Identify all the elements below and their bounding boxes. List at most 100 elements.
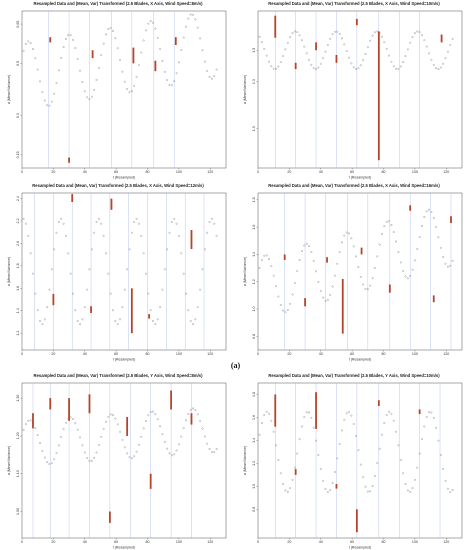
- data-point: [260, 259, 263, 262]
- data-point: [140, 435, 143, 438]
- variance-bar: [68, 157, 70, 163]
- chart-title: Resampled Data and (Mean, Var) Transform…: [33, 1, 203, 6]
- data-point: [177, 61, 180, 64]
- data-point: [170, 84, 173, 87]
- data-point: [381, 35, 383, 38]
- data-point: [215, 234, 218, 237]
- data-point: [303, 45, 306, 48]
- data-point: [378, 447, 381, 450]
- x-tick-label: 120: [207, 352, 213, 356]
- data-point: [208, 448, 211, 451]
- data-point: [430, 58, 433, 61]
- data-point: [322, 479, 325, 482]
- data-point: [175, 449, 178, 452]
- data-point: [161, 433, 164, 436]
- variance-bar: [335, 484, 338, 489]
- data-point: [399, 458, 402, 461]
- data-point: [319, 468, 322, 471]
- data-point: [93, 231, 96, 234]
- data-point: [315, 68, 318, 71]
- plot-frame: [21, 382, 227, 539]
- data-point: [268, 258, 270, 261]
- data-point: [130, 457, 133, 460]
- data-point: [196, 26, 199, 29]
- variance-bar: [377, 31, 380, 161]
- data-point: [439, 246, 442, 249]
- data-point: [291, 32, 294, 35]
- data-point: [62, 428, 65, 431]
- chart-svg: Resampled Data and (Mean, Var) Transform…: [243, 373, 463, 550]
- data-point: [263, 413, 266, 416]
- data-point: [284, 489, 287, 492]
- data-point: [177, 234, 180, 237]
- data-point: [53, 248, 56, 251]
- data-point: [173, 453, 176, 456]
- x-tick-label: 20: [51, 352, 55, 356]
- data-point: [22, 49, 25, 52]
- data-point: [296, 452, 299, 455]
- variance-bar: [388, 284, 391, 293]
- data-point: [206, 231, 209, 234]
- y-tick-label: 1.4: [252, 438, 256, 443]
- x-tick-label: 80: [382, 170, 386, 174]
- data-point: [88, 459, 91, 462]
- data-point: [293, 30, 296, 33]
- data-point: [383, 225, 386, 228]
- data-point: [50, 268, 53, 271]
- data-point: [357, 67, 360, 70]
- variance-bar: [32, 413, 34, 429]
- data-point: [423, 425, 426, 428]
- x-tick-label: 0: [257, 540, 259, 544]
- y-tick-label: 0.8: [252, 334, 256, 339]
- data-point: [439, 454, 442, 457]
- data-point: [48, 463, 51, 466]
- data-point: [413, 259, 416, 262]
- data-point: [265, 410, 268, 413]
- x-tick-label: 60: [114, 170, 118, 174]
- data-point: [27, 234, 30, 237]
- x-tick-label: 40: [319, 540, 323, 544]
- data-point: [385, 413, 388, 416]
- data-point: [79, 323, 82, 326]
- data-point: [182, 36, 185, 39]
- data-point: [76, 320, 79, 322]
- data-point: [83, 451, 86, 454]
- data-point: [53, 92, 56, 95]
- data-point: [388, 220, 390, 223]
- x-tick-label: 100: [412, 352, 418, 356]
- data-point: [152, 320, 154, 322]
- data-point: [154, 323, 157, 326]
- data-point: [296, 31, 299, 34]
- variance-bar: [326, 257, 328, 263]
- data-point: [392, 231, 395, 234]
- data-point: [392, 65, 395, 68]
- data-point: [39, 320, 41, 322]
- data-point: [180, 435, 183, 438]
- y-tick-label: 1.2: [252, 279, 256, 284]
- data-point: [95, 78, 98, 81]
- x-tick-label: 0: [21, 540, 23, 544]
- data-point: [194, 409, 197, 412]
- data-point: [128, 91, 131, 94]
- x-tick-label: 0: [257, 170, 259, 174]
- x-tick-label: 0: [21, 170, 23, 174]
- variance-bar: [154, 60, 157, 72]
- data-point: [418, 236, 421, 239]
- data-point: [373, 475, 376, 478]
- data-point: [123, 80, 126, 83]
- data-point: [268, 412, 270, 415]
- plot-frame: [21, 10, 227, 169]
- data-point: [149, 411, 152, 413]
- y-tick-label: 2.2: [16, 219, 20, 224]
- data-point: [137, 443, 140, 446]
- data-point: [279, 472, 282, 475]
- data-point: [383, 41, 386, 44]
- data-point: [399, 261, 402, 264]
- data-point: [312, 426, 315, 429]
- data-point: [196, 413, 199, 416]
- data-point: [182, 272, 185, 275]
- y-tick-label: 1.6: [16, 286, 20, 291]
- y-tick-label: 2.0: [16, 241, 20, 246]
- data-point: [201, 268, 204, 271]
- variance-bar: [360, 247, 363, 255]
